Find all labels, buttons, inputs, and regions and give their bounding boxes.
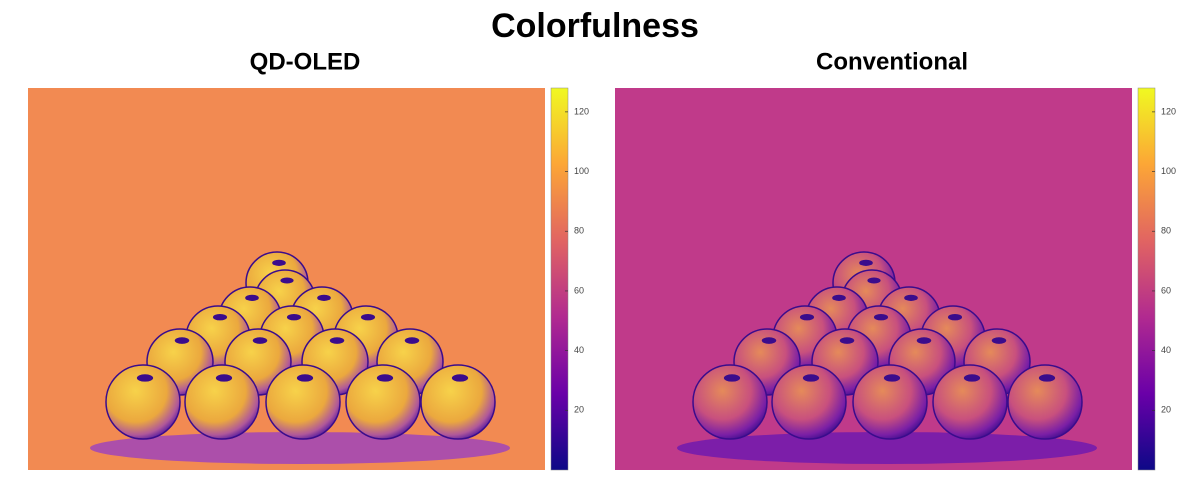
panel: QD-OLED 20 40 60 80 100 120	[28, 48, 589, 471]
colorbar-tick-label: 60	[1161, 285, 1171, 295]
ball-marking	[272, 259, 286, 266]
ball-shadow	[677, 432, 1097, 464]
panel-title: Conventional	[816, 48, 968, 75]
ball-marking	[245, 294, 259, 301]
ball-marking	[761, 337, 777, 344]
ball-marking	[317, 294, 331, 301]
ball	[184, 364, 260, 440]
ball-marking	[136, 374, 154, 382]
ball-marking	[873, 314, 889, 321]
colorbar-tick-label: 100	[1161, 166, 1176, 176]
ball-marking	[799, 314, 815, 321]
ball	[852, 364, 928, 440]
colorbar-tick-label: 120	[574, 106, 589, 116]
ball-marking	[280, 277, 294, 284]
ball-marking	[832, 294, 846, 301]
ball	[420, 364, 496, 440]
ball-marking	[296, 374, 314, 382]
ball-marking	[963, 374, 981, 382]
colorbar-tick-label: 20	[574, 405, 584, 415]
colorbar-tick-label: 80	[1161, 226, 1171, 236]
ball-marking	[839, 337, 855, 344]
ball-marking	[376, 374, 394, 382]
colorbar-tick-label: 40	[1161, 345, 1171, 355]
colorbar-tick-label: 60	[574, 285, 584, 295]
ball-marking	[947, 314, 963, 321]
ball-marking	[904, 294, 918, 301]
colorbar-tick-label: 80	[574, 226, 584, 236]
ball-marking	[991, 337, 1007, 344]
ball-marking	[212, 314, 228, 321]
ball	[1007, 364, 1083, 440]
panel-title: QD-OLED	[250, 48, 361, 75]
ball-shadow	[90, 432, 510, 464]
ball-marking	[252, 337, 268, 344]
panel: Conventional 20 40 60 80 100 120	[615, 48, 1176, 471]
ball-marking	[867, 277, 881, 284]
ball-marking	[802, 374, 820, 382]
ball	[771, 364, 847, 440]
ball	[692, 364, 768, 440]
ball-marking	[916, 337, 932, 344]
ball	[105, 364, 181, 440]
ball-marking	[451, 374, 469, 382]
ball-marking	[404, 337, 420, 344]
colorbar	[1137, 87, 1156, 471]
ball-marking	[215, 374, 233, 382]
colorbar-tick-label: 100	[574, 166, 589, 176]
ball	[345, 364, 421, 440]
ball-marking	[883, 374, 901, 382]
ball-marking	[360, 314, 376, 321]
colorbar-tick-label: 20	[1161, 405, 1171, 415]
ball-marking	[1038, 374, 1056, 382]
ball-marking	[174, 337, 190, 344]
colorbar-tick-label: 120	[1161, 106, 1176, 116]
ball-marking	[329, 337, 345, 344]
colorbar	[550, 87, 569, 471]
colorbar-tick-label: 40	[574, 345, 584, 355]
ball-marking	[723, 374, 741, 382]
ball	[265, 364, 341, 440]
ball-marking	[859, 259, 873, 266]
figure-title: Colorfulness	[491, 7, 699, 45]
ball	[932, 364, 1008, 440]
ball-marking	[286, 314, 302, 321]
